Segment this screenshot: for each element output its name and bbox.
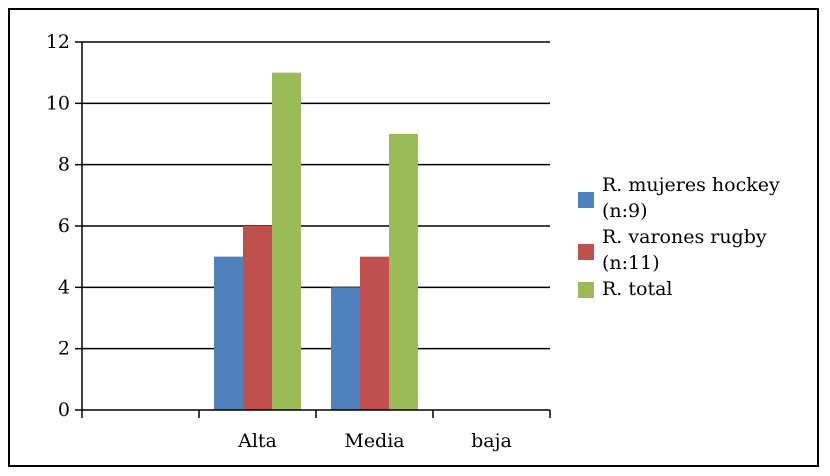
legend-item-mujeres-hockey: R. mujeres hockey (n:9) [578,172,818,224]
y-tick-label: 8 [58,154,70,176]
x-category-label: Media [344,430,404,452]
y-tick-labels: 0 2 4 6 8 10 12 [46,31,70,421]
x-category-labels: Alta Media baja [237,430,512,452]
axes [75,41,551,418]
y-tick-label: 10 [46,92,70,114]
legend-label-line1: R. varones rugby [602,226,767,248]
legend-label-line1: R. total [602,278,673,300]
legend-label-line1: R. mujeres hockey [602,174,780,196]
legend-label-line2: (n:9) [602,200,648,222]
bar [214,256,243,410]
x-category-label: baja [471,430,512,452]
y-tick-label: 12 [46,31,70,53]
legend-item-varones-rugby: R. varones rugby (n:11) [578,224,818,276]
legend-label-line2: (n:11) [602,252,660,274]
bar [389,134,418,410]
bar [272,72,301,411]
bars [214,72,418,411]
y-tick-label: 2 [58,338,70,360]
bar [360,256,389,410]
bar [243,226,272,410]
x-category-label: Alta [237,430,277,452]
bar [331,287,360,410]
legend-item-total: R. total [578,276,818,302]
y-tick-label: 6 [58,215,70,237]
legend: R. mujeres hockey (n:9) R. varones rugby… [578,172,818,302]
y-tick-label: 0 [58,399,70,421]
y-tick-label: 4 [58,276,70,298]
legend-swatch-varones-rugby [578,244,594,260]
legend-swatch-total [578,282,594,298]
legend-swatch-mujeres-hockey [578,192,594,208]
grid-lines [82,41,550,350]
